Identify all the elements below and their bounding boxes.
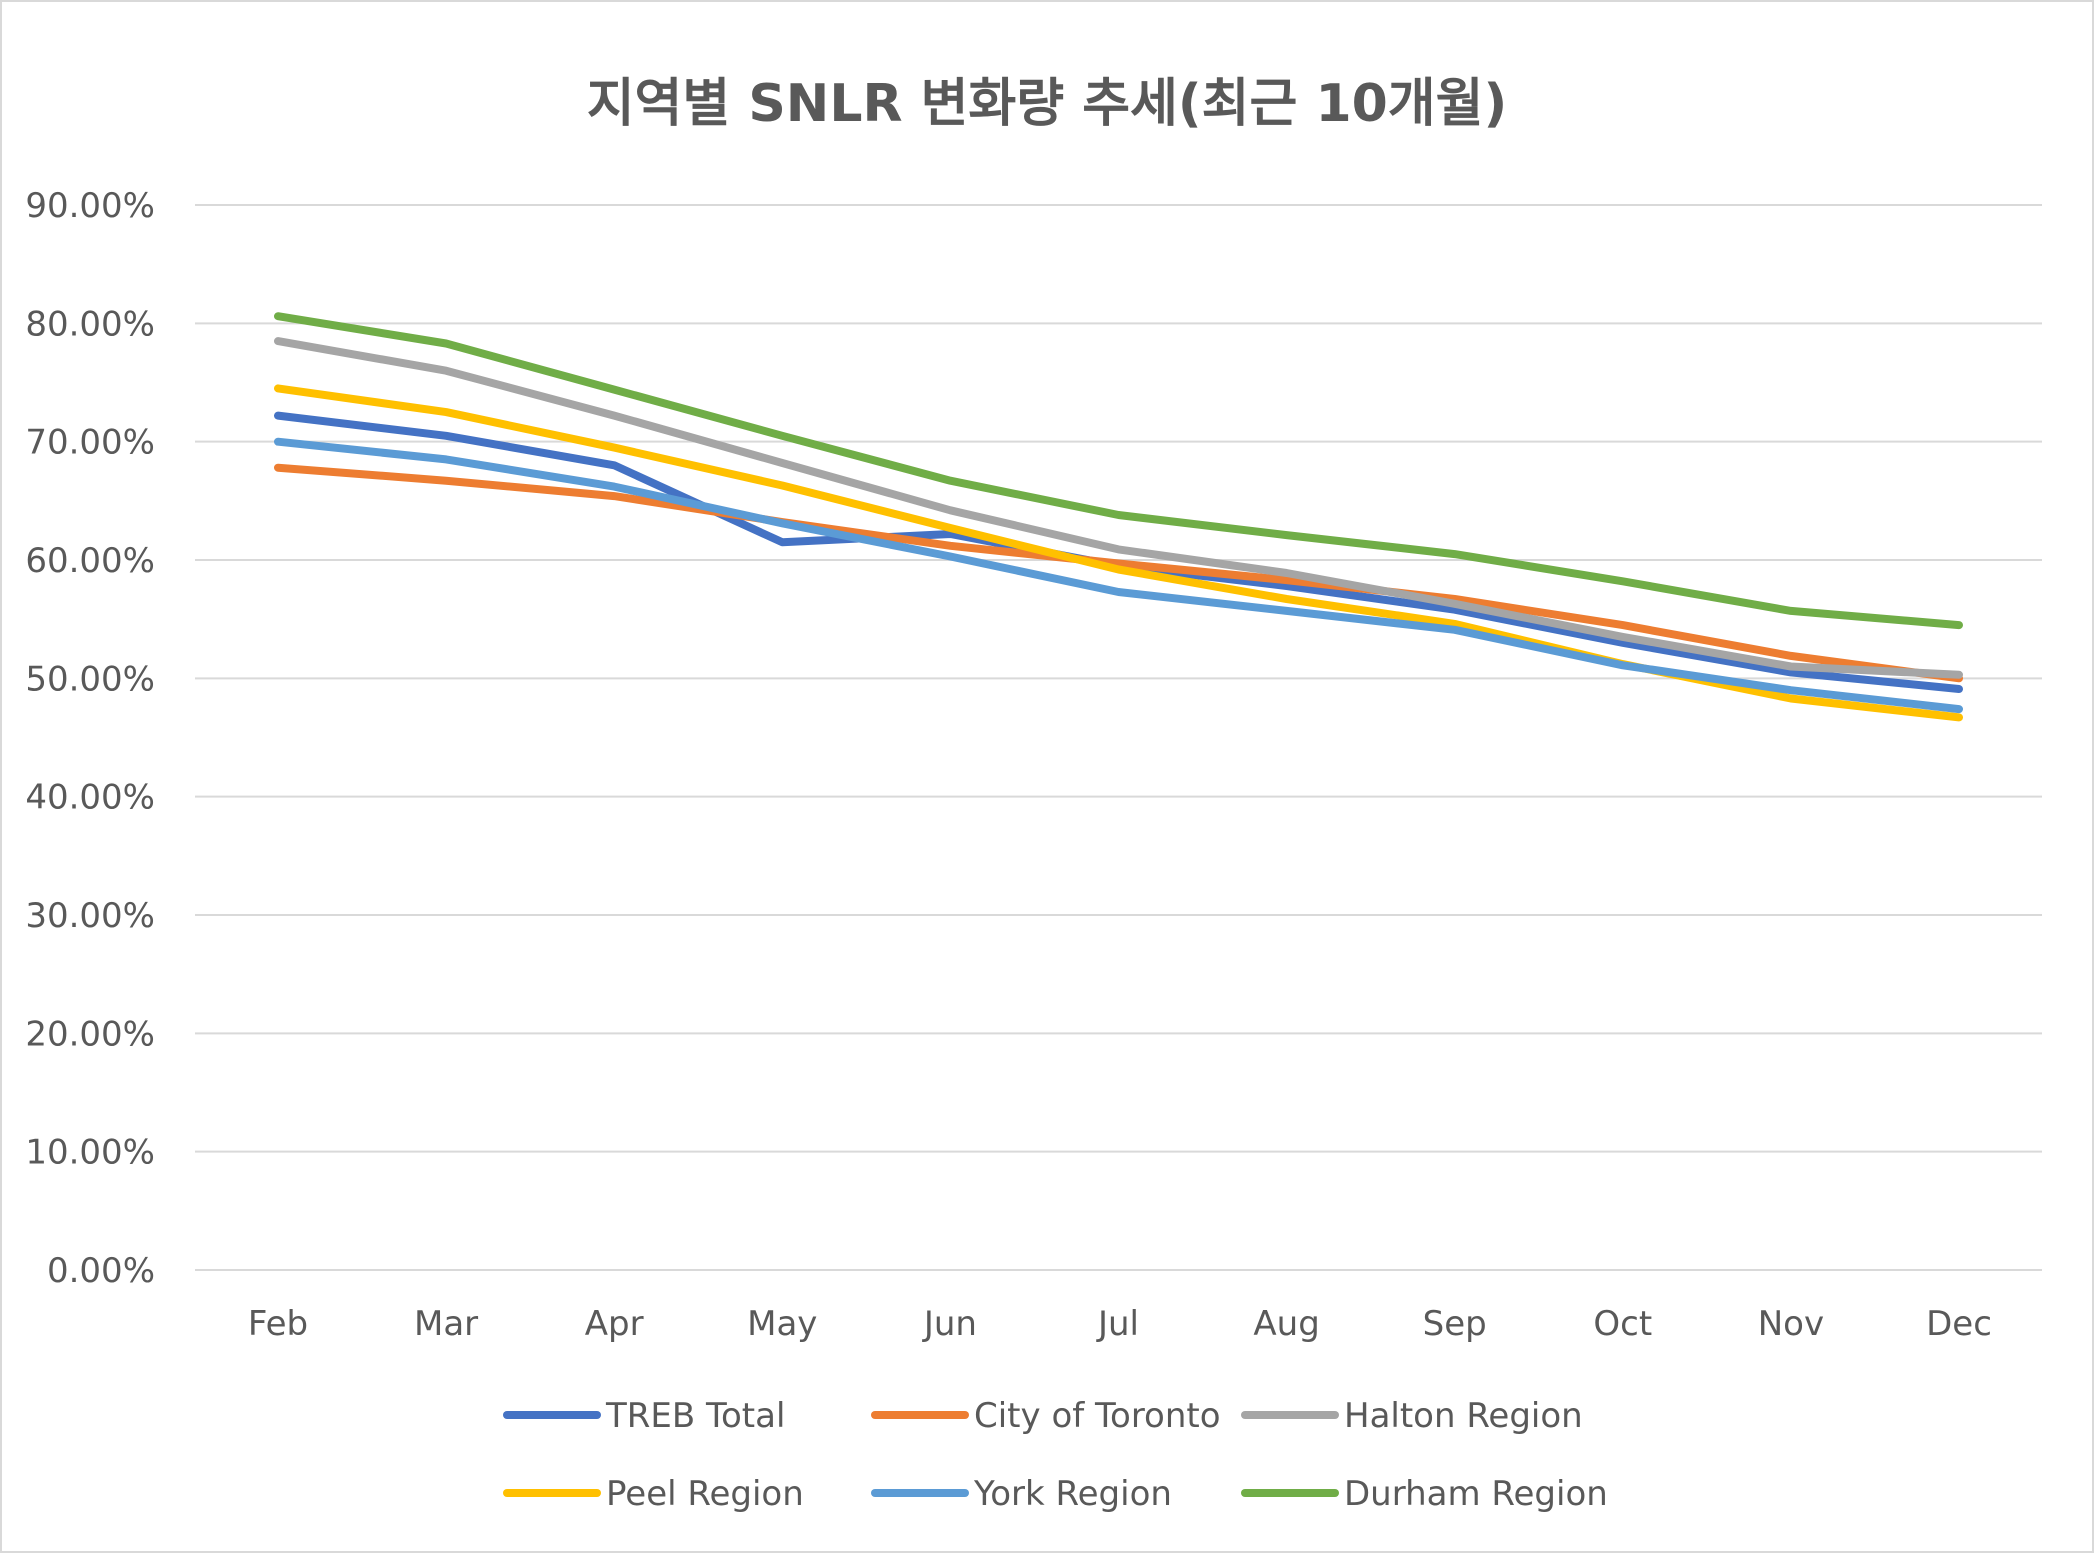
y-tick-label: 20.00% xyxy=(25,1014,155,1054)
legend-label: Peel Region xyxy=(606,1474,804,1514)
y-tick-label: 0.00% xyxy=(47,1251,155,1291)
x-axis-tick-labels: Feb Mar Apr May Jun Jul Aug Sep Oct Nov Dec xyxy=(248,1304,1992,1344)
x-tick-label: Oct xyxy=(1593,1304,1652,1344)
y-tick-label: 90.00% xyxy=(25,186,155,226)
x-tick-label: Nov xyxy=(1758,1304,1824,1344)
x-tick-label: Mar xyxy=(414,1304,478,1344)
legend-label: TREB Total xyxy=(605,1396,785,1436)
legend: TREB Total City of Toronto Halton Region Pe… xyxy=(503,1396,1608,1514)
x-tick-label: Dec xyxy=(1926,1304,1992,1344)
legend-label: York Region xyxy=(973,1474,1172,1514)
y-tick-label: 80.00% xyxy=(25,304,155,344)
x-tick-label: Feb xyxy=(248,1304,308,1344)
series-line-2 xyxy=(274,337,1963,679)
x-tick-label: Jul xyxy=(1096,1304,1139,1344)
legend-label: Halton Region xyxy=(1344,1396,1583,1436)
y-tick-label: 60.00% xyxy=(25,541,155,581)
gridlines xyxy=(195,204,2042,1271)
y-axis-tick-labels: 0.00% 10.00% 20.00% 30.00% 40.00% 50.00% 60.00… xyxy=(25,186,155,1291)
x-tick-label: Jun xyxy=(922,1304,977,1344)
legend-label: City of Toronto xyxy=(974,1396,1221,1436)
chart-title: 지역별 SNLR 변화량 추세(최근 10개월) xyxy=(587,74,1508,134)
x-tick-label: Aug xyxy=(1253,1304,1319,1344)
series-line-1 xyxy=(274,463,1963,683)
series-line-4 xyxy=(274,437,1963,714)
y-tick-label: 30.00% xyxy=(25,896,155,936)
legend-label: Durham Region xyxy=(1344,1474,1608,1514)
y-tick-label: 70.00% xyxy=(25,423,155,463)
x-tick-label: Apr xyxy=(585,1304,644,1344)
y-tick-label: 40.00% xyxy=(25,778,155,818)
x-tick-label: May xyxy=(747,1304,817,1344)
series-lines xyxy=(274,312,1963,722)
x-tick-label: Sep xyxy=(1423,1304,1487,1344)
y-tick-label: 50.00% xyxy=(25,659,155,699)
series-line-5 xyxy=(274,312,1963,630)
y-tick-label: 10.00% xyxy=(25,1133,155,1173)
